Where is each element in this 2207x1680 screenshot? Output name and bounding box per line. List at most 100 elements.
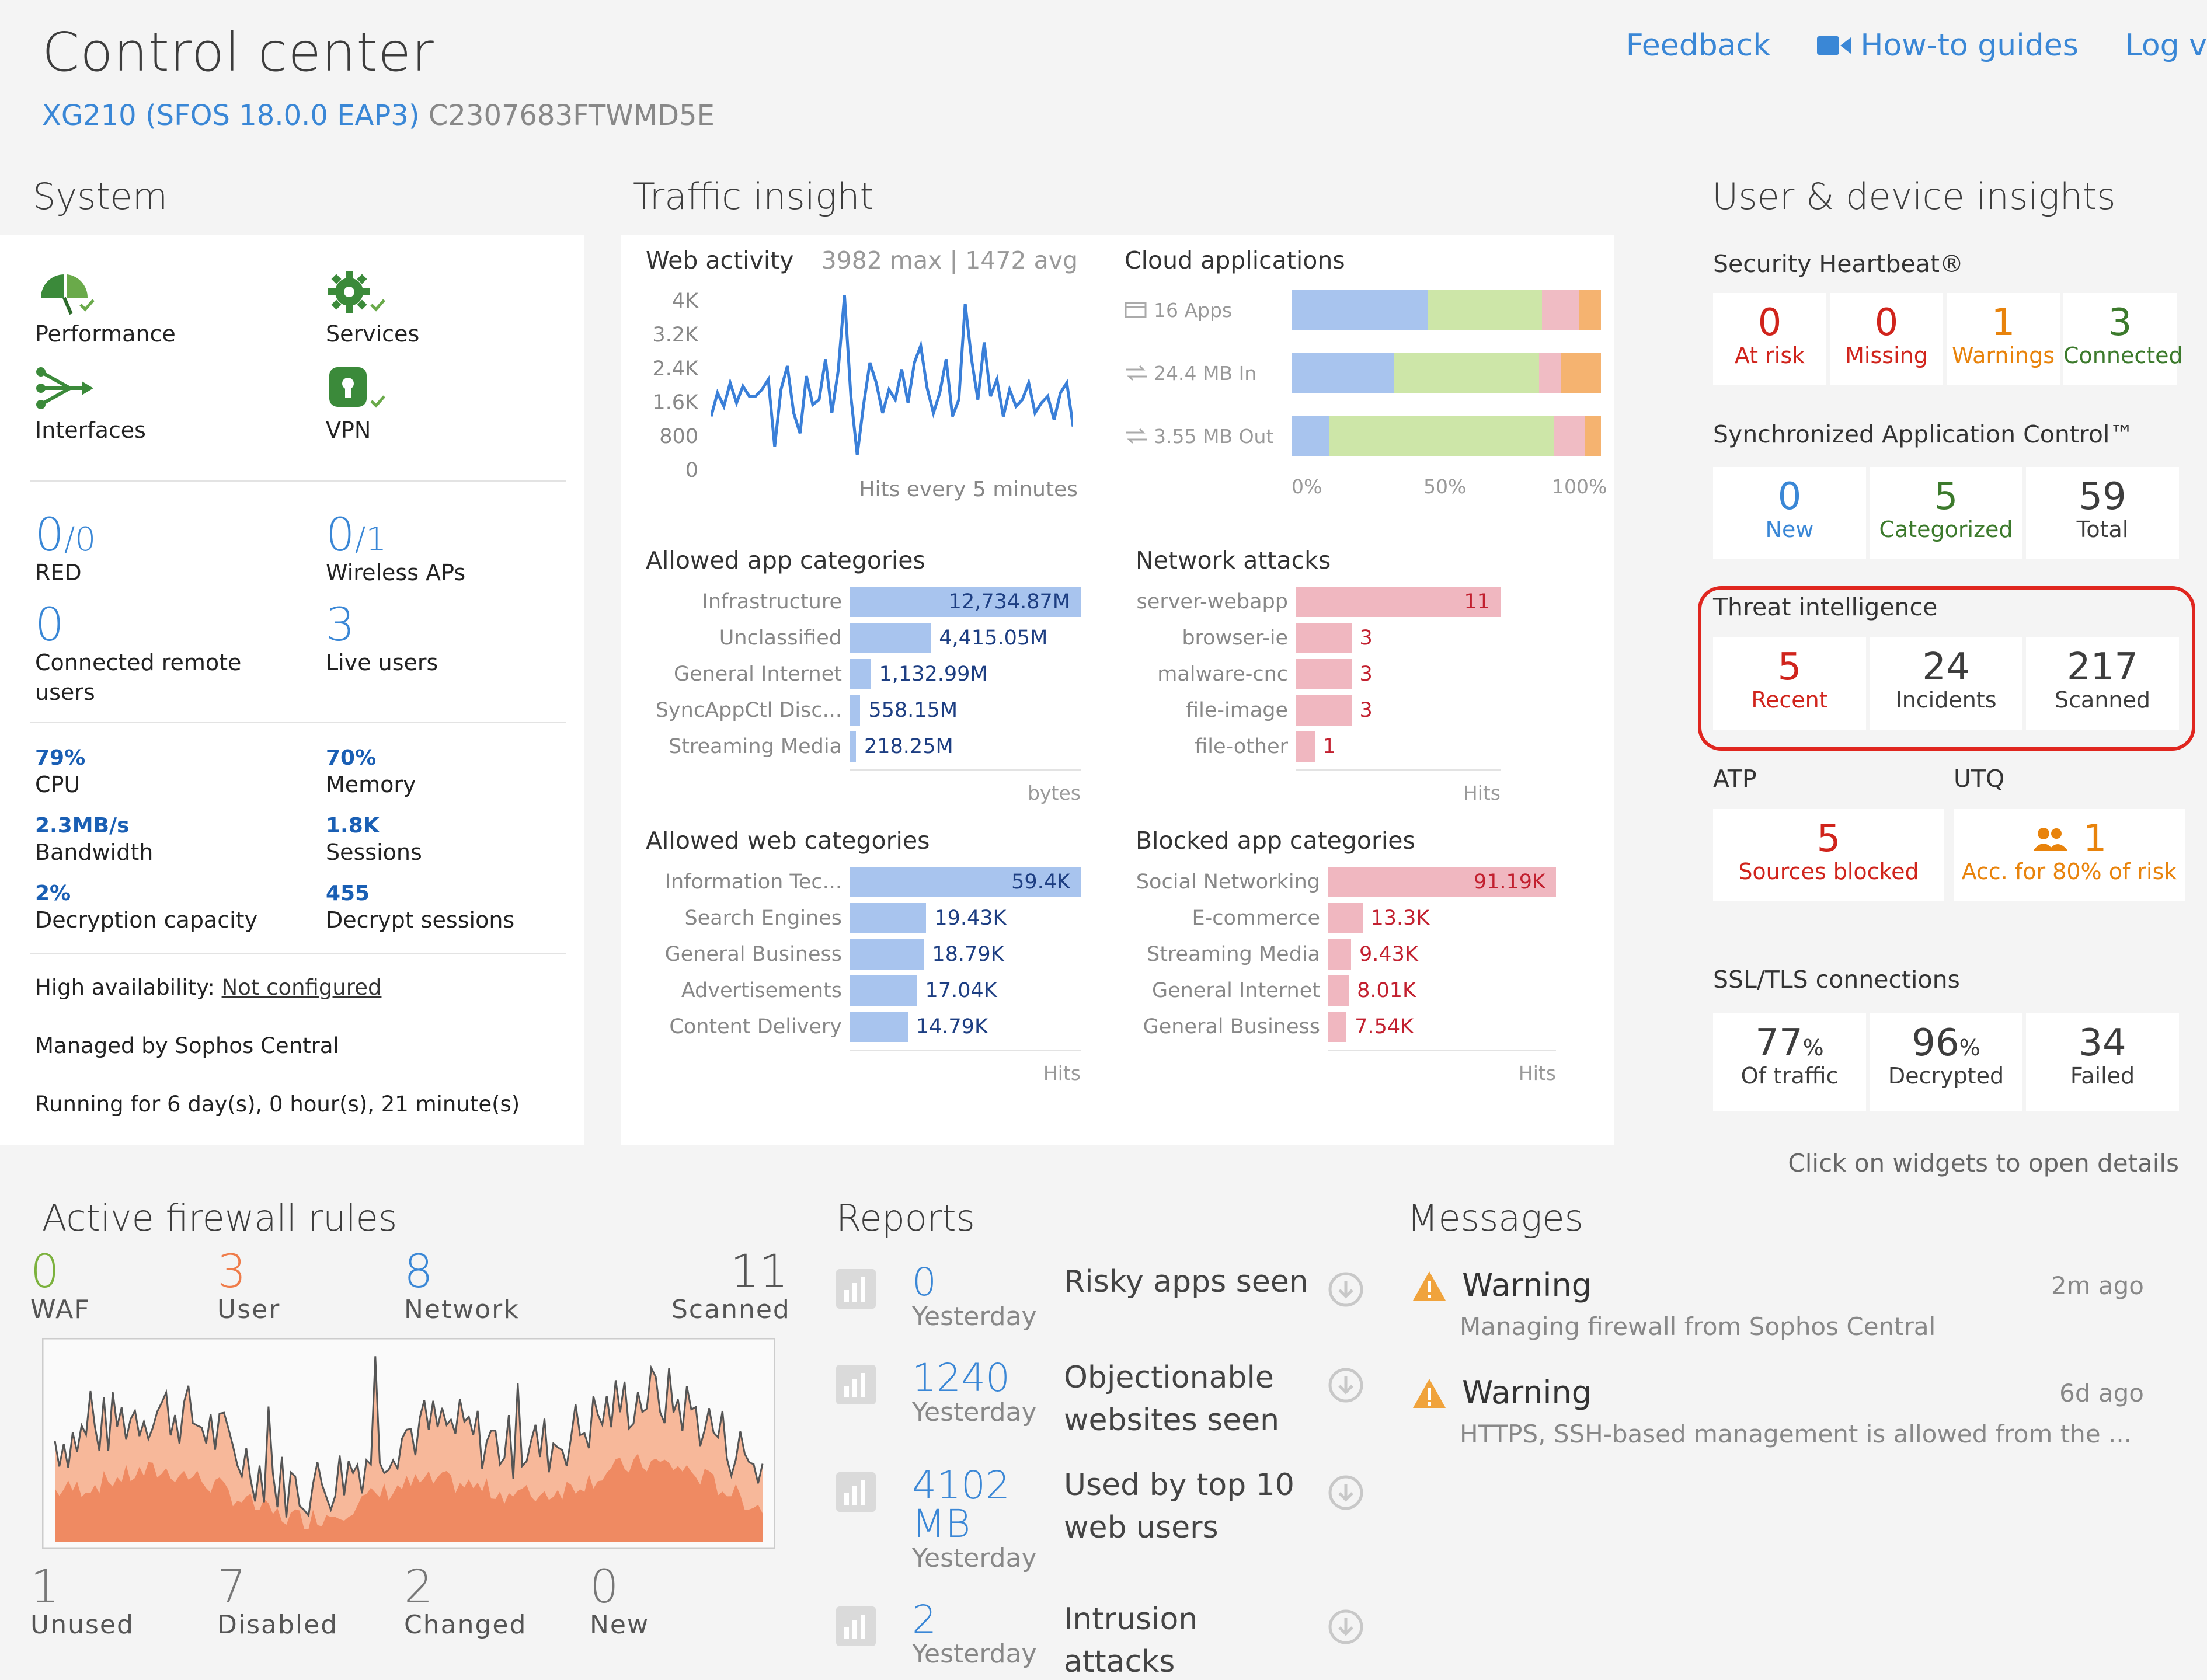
performance-widget[interactable]: Performance xyxy=(35,269,176,347)
message-time: 6d ago xyxy=(2059,1379,2144,1407)
threat-incidents-tile[interactable]: 24 Incidents xyxy=(1870,637,2022,730)
ha-configure-link[interactable]: Not configured xyxy=(221,975,382,1000)
utq-risk-tile[interactable]: 1 Acc. for 80% of risk xyxy=(1954,809,2185,901)
allowed-web-bars: Information Tec... 59.4K Search Engines 19.… xyxy=(646,864,1101,1085)
sac-categorized-tile[interactable]: 5 Categorized xyxy=(1870,467,2022,559)
feedback-link[interactable]: Feedback xyxy=(1625,28,1771,63)
cloud-applications-widget[interactable]: Cloud applications 16 Apps 24.4 MB In 3.55… xyxy=(1125,246,1607,515)
cloud-apps-row[interactable]: 16 Apps xyxy=(1125,290,1603,330)
message-item[interactable]: Warning 6d ago HTTPS, SSH-based management… xyxy=(1407,1374,2144,1468)
blocked-app-categories-widget[interactable]: Blocked app categories Social Networking… xyxy=(1136,827,1597,1095)
interfaces-widget[interactable]: Interfaces xyxy=(35,365,146,443)
allowed-app-categories-widget[interactable]: Allowed app categories Infrastructure 12,… xyxy=(646,546,1101,815)
bar-row[interactable]: General Internet 8.01K xyxy=(1136,973,1597,1009)
live-users-widget[interactable]: 3 Live users xyxy=(326,602,438,678)
blocked-app-bars: Social Networking 91.19K E-commerce 13.3K St… xyxy=(1136,864,1597,1085)
atp-sources-blocked-tile[interactable]: 5 Sources blocked xyxy=(1713,809,1944,901)
ssl-failed-tile[interactable]: 34 Failed xyxy=(2026,1013,2179,1111)
bar-row[interactable]: SyncAppCtl Disc... 558.15M xyxy=(646,692,1101,729)
at-risk-label: At risk xyxy=(1734,343,1805,369)
firewall-counter-disabled[interactable]: 7 Disabled xyxy=(217,1564,338,1640)
bar-row[interactable]: malware-cnc 3 xyxy=(1136,656,1597,692)
report-item[interactable]: 1240 Yesterday Objectionable websites seen xyxy=(836,1359,1373,1458)
firewall-rules-widget[interactable]: 0 WAF 3 User 8 Network 11 Scanned 1 Unused 7 Disab… xyxy=(0,1249,812,1640)
services-widget[interactable]: Services xyxy=(326,269,419,347)
web-activity-footer: Hits every 5 minutes xyxy=(859,477,1078,501)
howto-guides-link[interactable]: How-to guides xyxy=(1817,28,2079,63)
sessions-stat[interactable]: 1.8K Sessions xyxy=(326,814,422,867)
allowed-web-categories-widget[interactable]: Allowed web categories Information Tec..… xyxy=(646,827,1101,1095)
bar-mark xyxy=(850,623,931,653)
firewall-counter-network[interactable]: 8 Network xyxy=(404,1249,520,1325)
firewall-counter-waf[interactable]: 0 WAF xyxy=(30,1249,90,1325)
firewall-counter-new[interactable]: 0 New xyxy=(590,1564,649,1640)
report-item[interactable]: 2 Yesterday Intrusion attacks xyxy=(836,1601,1373,1680)
firewall-counter-value: 7 xyxy=(217,1561,246,1613)
cloud-apps-row[interactable]: 3.55 MB Out xyxy=(1125,416,1603,456)
bar-unit-label: Hits xyxy=(1463,782,1501,804)
report-item[interactable]: 0 Yesterday Risky apps seen xyxy=(836,1263,1373,1362)
bar-row[interactable]: General Business 18.79K xyxy=(646,936,1101,973)
bar-row[interactable]: Content Delivery 14.79K xyxy=(646,1009,1101,1045)
bar-row[interactable]: Unclassified 4,415.05M xyxy=(646,620,1101,656)
sac-new-tile[interactable]: 0 New xyxy=(1713,467,1866,559)
device-model-link[interactable]: XG210 (SFOS 18.0.0 EAP3) xyxy=(42,99,420,132)
bar-row[interactable]: Advertisements 17.04K xyxy=(646,973,1101,1009)
heartbeat-warnings-tile[interactable]: 1 Warnings xyxy=(1947,293,2060,385)
report-chart-icon xyxy=(836,1472,876,1512)
cpu-stat[interactable]: 79% CPU xyxy=(35,746,85,800)
firewall-counter-unused[interactable]: 1 Unused xyxy=(30,1564,134,1640)
cloud-apps-row[interactable]: 24.4 MB In xyxy=(1125,353,1603,393)
firewall-counter-scanned[interactable]: 11 Scanned xyxy=(671,1249,789,1325)
remote-users-widget[interactable]: 0 Connected remote users xyxy=(35,602,280,708)
firewall-counter-user[interactable]: 3 User xyxy=(217,1249,280,1325)
network-attacks-widget[interactable]: Network attacks server-webapp 11 browser-i… xyxy=(1136,546,1597,815)
bar-row[interactable]: Infrastructure 12,734.87M xyxy=(646,584,1101,620)
bar-row[interactable]: file-image 3 xyxy=(1136,692,1597,729)
bar-row[interactable]: Streaming Media 218.25M xyxy=(646,729,1101,765)
web-activity-widget[interactable]: Web activity 3982 max | 1472 avg 4K 3.2K 2… xyxy=(646,246,1078,515)
heartbeat-connected-tile[interactable]: 3 Connected xyxy=(2063,293,2183,385)
bar-row[interactable]: General Internet 1,132.99M xyxy=(646,656,1101,692)
wireless-aps-widget[interactable]: 0/1 Wireless APs xyxy=(326,513,465,588)
ssl-traffic-tile[interactable]: 77% Of traffic xyxy=(1713,1013,1866,1111)
heartbeat-missing-tile[interactable]: 0 Missing xyxy=(1830,293,1943,385)
threat-recent-tile[interactable]: 5 Recent xyxy=(1713,637,1866,730)
widgets-hint: Click on widgets to open details xyxy=(1788,1149,2179,1177)
sac-total-tile[interactable]: 59 Total xyxy=(2026,467,2179,559)
bar-holder: 91.19K xyxy=(1328,867,1556,897)
bar-row[interactable]: General Business 7.54K xyxy=(1136,1009,1597,1045)
bar-category-label: file-other xyxy=(1195,735,1288,758)
threat-scanned-tile[interactable]: 217 Scanned xyxy=(2026,637,2179,730)
cloud-apps-segment xyxy=(1554,416,1586,456)
bandwidth-stat[interactable]: 2.3MB/s Bandwidth xyxy=(35,814,153,867)
download-icon[interactable] xyxy=(1328,1271,1364,1308)
bar-row[interactable]: Social Networking 91.19K xyxy=(1136,864,1597,900)
log-viewer-link[interactable]: Log v xyxy=(2125,28,2207,63)
decrypt-sessions-stat[interactable]: 455 Decrypt sessions xyxy=(326,881,514,935)
red-widget[interactable]: 0/0 RED xyxy=(35,513,96,588)
download-icon[interactable] xyxy=(1328,1367,1364,1403)
bar-row[interactable]: server-webapp 11 xyxy=(1136,584,1597,620)
message-item[interactable]: Warning 2m ago Managing firewall from Soph… xyxy=(1407,1267,2144,1360)
bar-row[interactable]: Information Tec... 59.4K xyxy=(646,864,1101,900)
bar-row[interactable]: browser-ie 3 xyxy=(1136,620,1597,656)
decryption-capacity-stat[interactable]: 2% Decryption capacity xyxy=(35,881,257,935)
memory-stat[interactable]: 70% Memory xyxy=(326,746,416,800)
bar-row[interactable]: Search Engines 19.43K xyxy=(646,900,1101,936)
heartbeat-at-risk-tile[interactable]: 0 At risk xyxy=(1713,293,1826,385)
download-icon[interactable] xyxy=(1328,1475,1364,1511)
cloud-apps-segment xyxy=(1538,353,1561,393)
sessions-value: 1.8K xyxy=(326,814,380,838)
web-activity-y-tick: 800 xyxy=(659,425,698,448)
report-item[interactable]: 4102 MB Yesterday Used by top 10 web users xyxy=(836,1466,1373,1573)
bar-category-label: Streaming Media xyxy=(1146,943,1320,966)
bar-row[interactable]: Streaming Media 9.43K xyxy=(1136,936,1597,973)
download-icon[interactable] xyxy=(1328,1609,1364,1645)
firewall-counter-changed[interactable]: 2 Changed xyxy=(404,1564,527,1640)
bar-row[interactable]: file-other 1 xyxy=(1136,729,1597,765)
memory-value: 70% xyxy=(326,746,377,770)
bar-row[interactable]: E-commerce 13.3K xyxy=(1136,900,1597,936)
vpn-widget[interactable]: VPN xyxy=(326,365,390,443)
ssl-decrypted-tile[interactable]: 96% Decrypted xyxy=(1870,1013,2022,1111)
